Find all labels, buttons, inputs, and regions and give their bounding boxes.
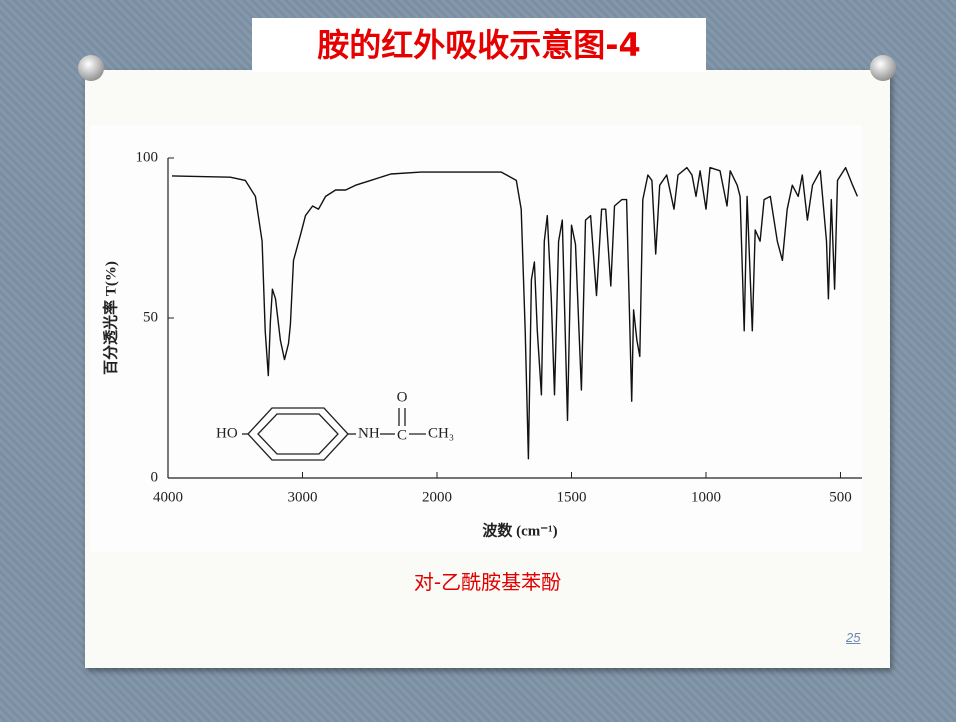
structure-label: NH xyxy=(358,425,380,441)
chart-area xyxy=(90,125,862,552)
structure-label: O xyxy=(397,389,408,405)
chart: HO NH C O CH₃ 波数 (cm⁻¹) 百分透光率 T(%) 0 50 10… xyxy=(0,0,956,722)
x-axis-label: 波数 (cm⁻¹) xyxy=(482,521,557,539)
y-tick-label: 100 xyxy=(136,149,159,165)
y-tick-label: 50 xyxy=(143,309,158,325)
x-tick-label: 4000 xyxy=(153,489,183,505)
x-tick-label: 2000 xyxy=(422,489,452,505)
structure-label: C xyxy=(397,427,407,443)
x-tick-label: 3000 xyxy=(287,489,317,505)
structure-label: CH₃ xyxy=(428,425,454,441)
y-axis-label: 百分透光率 T(%) xyxy=(101,261,119,375)
x-tick-label: 1000 xyxy=(691,489,721,505)
caption: 对-乙酰胺基苯酚 xyxy=(85,566,890,595)
y-tick-label: 0 xyxy=(151,469,159,485)
x-tick-label: 1500 xyxy=(556,489,586,505)
page-number: 25 xyxy=(846,630,860,645)
x-tick-label: 500 xyxy=(829,489,852,505)
slide: 胺的红外吸收示意图-4 HO NH C O CH₃ 波数 (cm⁻¹) 百分透光… xyxy=(0,0,956,722)
structure-label: HO xyxy=(216,425,238,441)
